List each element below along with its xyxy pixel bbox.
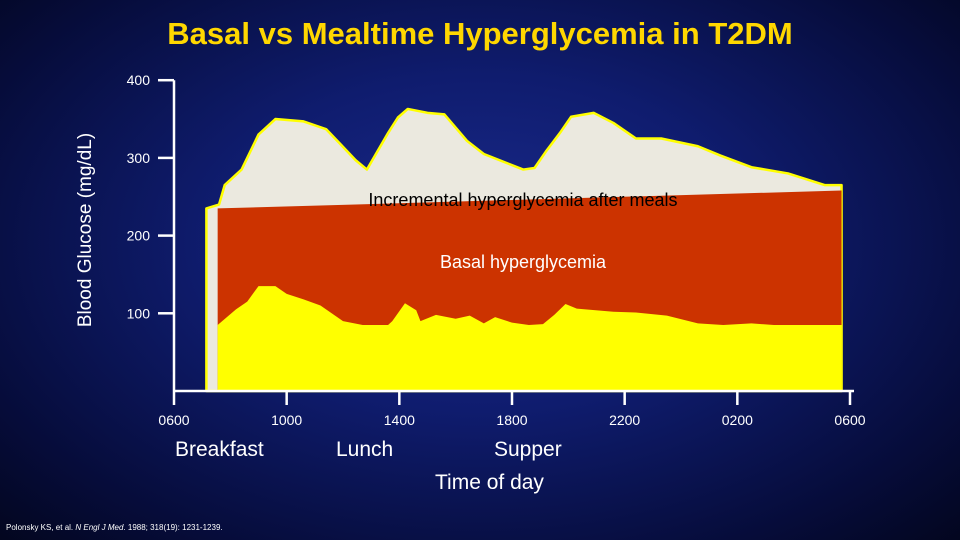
chart-title: Basal vs Mealtime Hyperglycemia in T2DM [167,16,793,51]
annotation-basal: Basal hyperglycemia [440,252,607,272]
meal-label-supper: Supper [494,438,562,461]
citation: Polonsky KS, et al. N Engl J Med. 1988; … [6,523,223,532]
x-tick-label: 0600 [834,412,865,428]
labels-layer: 400 300 200 100 0600 1000 1400 1800 2200 0200 0600… [127,72,866,428]
y-tick-label: 200 [127,228,151,244]
citation-journal: N Engl J Med [75,523,124,532]
citation-details: . 1988; 318(19): 1231-1239. [123,523,223,532]
annotation-incremental: Incremental hyperglycemia after meals [368,190,677,210]
x-tick-label: 0600 [158,412,189,428]
x-tick-label: 1000 [271,412,302,428]
y-tick-label: 100 [127,305,151,321]
x-tick-label: 0200 [722,412,753,428]
x-tick-label: 1800 [496,412,527,428]
x-tick-label: 2200 [609,412,640,428]
x-axis-title: Time of day [435,471,544,494]
y-tick-label: 300 [127,150,151,166]
y-tick-label: 400 [127,72,151,88]
meal-label-lunch: Lunch [336,438,394,461]
x-tick-label: 1400 [384,412,415,428]
citation-authors: Polonsky KS, et al. [6,523,74,532]
areas-layer [205,107,843,393]
axes-layer [158,78,854,405]
meal-label-breakfast: Breakfast [175,438,264,461]
area-baseline [217,286,842,391]
